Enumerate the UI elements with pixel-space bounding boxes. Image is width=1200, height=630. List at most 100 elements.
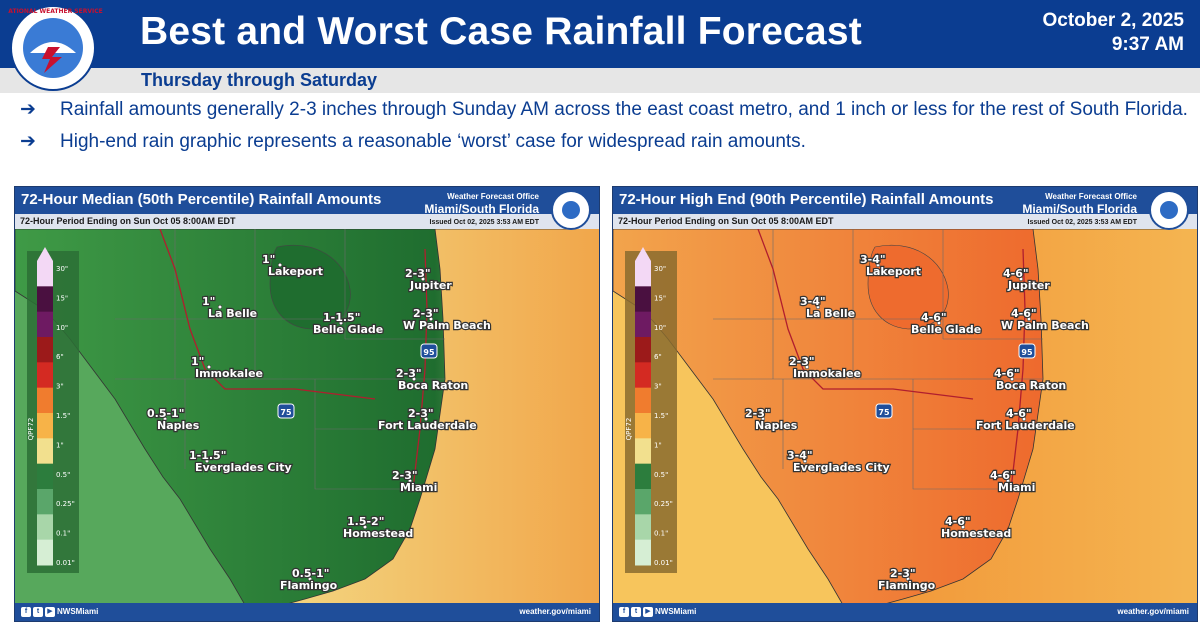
city-dot xyxy=(338,320,344,326)
legend-tick-label: 6" xyxy=(654,353,662,361)
bullet-item: ➔ High-end rain graphic represents a rea… xyxy=(20,129,1190,154)
rainfall-legend: 30" 15" 10" 6" 3" 1.5" 1" 0.5" 0.25" 0.1" 0.01" QPF… xyxy=(27,247,79,573)
city-name: Immokalee xyxy=(195,367,263,380)
twitter-icon[interactable]: t xyxy=(631,606,641,617)
city-dot xyxy=(802,458,808,464)
website-link[interactable]: weather.gov/miami xyxy=(519,607,591,616)
city-dot xyxy=(307,576,313,582)
city-marker: 1-1.5"Belle Glade xyxy=(312,310,385,337)
interstate-route xyxy=(757,229,974,400)
legend-swatch xyxy=(37,413,53,439)
rainfall-amount: 4-6" xyxy=(990,469,1016,482)
lake-okeechobee xyxy=(269,245,351,330)
legend-swatch xyxy=(635,463,651,490)
youtube-icon[interactable]: ▶ xyxy=(45,606,55,617)
office-line-2: Miami/South Florida xyxy=(424,202,539,216)
interstate-95-shield: 95 xyxy=(420,343,438,359)
florida-land xyxy=(613,229,1173,605)
city-marker: 4-6"Miami xyxy=(989,468,1037,495)
high-end-rainfall-map: 72-Hour High End (90th Percentile) Rainf… xyxy=(612,186,1198,622)
rainfall-amount: 4-6" xyxy=(945,515,971,528)
map-title-bar: 72-Hour Median (50th Percentile) Rainfal… xyxy=(15,187,599,230)
interstate-95-label: 95 xyxy=(1021,348,1033,357)
city-dot xyxy=(204,458,210,464)
city-marker: 1-1.5"Everglades City xyxy=(188,448,293,475)
city-marker: 0.5-1"Flamingo xyxy=(279,566,339,593)
legend-swatch xyxy=(37,261,53,287)
city-marker: 1"Lakeport xyxy=(261,252,324,279)
legend-swatch xyxy=(37,438,53,465)
rainfall-amount: 1" xyxy=(262,253,275,266)
rainfall-amount: 2-3" xyxy=(413,307,439,320)
social-handle[interactable]: f t ▶ NWSMiami xyxy=(21,603,98,621)
bullet-text: High-end rain graphic represents a reaso… xyxy=(60,131,806,152)
legend-swatch xyxy=(37,489,53,515)
legend-swatch xyxy=(635,286,651,313)
city-marker: 3-4"La Belle xyxy=(799,294,857,321)
legend-swatch xyxy=(37,463,53,490)
city-name: Jupiter xyxy=(409,279,452,292)
map-period: 72-Hour Period Ending on Sun Oct 05 8:00… xyxy=(15,214,599,229)
map-footer: f t ▶ NWSMiami weather.gov/miami xyxy=(613,603,1197,621)
youtube-icon[interactable]: ▶ xyxy=(643,606,653,617)
city-marker: 3-4"Lakeport xyxy=(859,252,922,279)
rainfall-amount: 4-6" xyxy=(1006,407,1032,420)
city-name: Belle Glade xyxy=(911,323,981,336)
legend-title: QPF72 xyxy=(625,418,633,441)
legend-tick-label: 10" xyxy=(654,324,666,332)
city-name: Fort Lauderdale xyxy=(378,419,477,432)
city-marker: 2-3"Flamingo xyxy=(877,566,937,593)
rainfall-legend: 30" 15" 10" 6" 3" 1.5" 1" 0.5" 0.25" 0.1" 0.01" QPF… xyxy=(625,247,677,573)
rainfall-amount: 2-3" xyxy=(890,567,916,580)
social-handle[interactable]: f t ▶ NWSMiami xyxy=(619,603,696,621)
issued-time: Issued Oct 02, 2025 3:53 AM EDT xyxy=(1027,219,1137,226)
legend-tick-label: 10" xyxy=(56,324,68,332)
florida-land xyxy=(15,229,575,605)
facebook-icon[interactable]: f xyxy=(619,606,629,617)
city-name: Naples xyxy=(755,419,798,432)
legend-swatch xyxy=(635,489,651,515)
facebook-icon[interactable]: f xyxy=(21,606,31,617)
badge-center xyxy=(1160,201,1178,219)
legend-swatch xyxy=(635,261,651,287)
city-dot xyxy=(1009,376,1015,382)
rainfall-amount: 1-1.5" xyxy=(189,449,226,462)
city-marker: 1"Immokalee xyxy=(190,354,264,381)
city-dot xyxy=(277,262,283,268)
legend-tick-label: 0.01" xyxy=(56,559,75,567)
bullet-list: ➔ Rainfall amounts generally 2-3 inches … xyxy=(20,97,1190,161)
legend-swatch xyxy=(37,337,53,363)
legend-swatch xyxy=(37,311,53,338)
social-handle-text: NWSMiami xyxy=(655,607,697,616)
legend-swatch xyxy=(635,539,651,566)
nws-badge-icon xyxy=(1149,190,1189,230)
rainfall-amount: 4-6" xyxy=(921,311,947,324)
rainfall-amount: 2-3" xyxy=(408,407,434,420)
interstate-75-label: 75 xyxy=(280,408,292,417)
city-name: Immokalee xyxy=(793,367,861,380)
rainfall-amount: 2-3" xyxy=(392,469,418,482)
legend-tick-label: 0.5" xyxy=(654,471,668,479)
twitter-icon[interactable]: t xyxy=(33,606,43,617)
rainfall-amount: 0.5-1" xyxy=(147,407,184,420)
issue-time: 9:37 AM xyxy=(1111,34,1184,55)
city-dot xyxy=(362,524,368,530)
rainfall-amount: 4-6" xyxy=(1011,307,1037,320)
legend-tick-label: 0.25" xyxy=(654,500,673,508)
city-marker: 4-6"Boca Raton xyxy=(993,366,1068,393)
city-dot xyxy=(162,416,168,422)
social-handle-text: NWSMiami xyxy=(57,607,99,616)
header-banner: NATIONAL WEATHER SERVICE Best and Worst … xyxy=(0,0,1200,91)
city-dot xyxy=(875,262,881,268)
office-line-1: Weather Forecast Office xyxy=(447,192,539,201)
subtitle-bar: Thursday through Saturday xyxy=(0,68,1200,93)
city-name: W Palm Beach xyxy=(1001,319,1089,332)
rainfall-amount: 3-4" xyxy=(860,253,886,266)
legend-tick-label: 30" xyxy=(654,265,666,273)
legend-tick-label: 1" xyxy=(56,441,64,449)
city-marker: 1"La Belle xyxy=(201,294,259,321)
website-link[interactable]: weather.gov/miami xyxy=(1117,607,1189,616)
city-name: Fort Lauderdale xyxy=(976,419,1075,432)
